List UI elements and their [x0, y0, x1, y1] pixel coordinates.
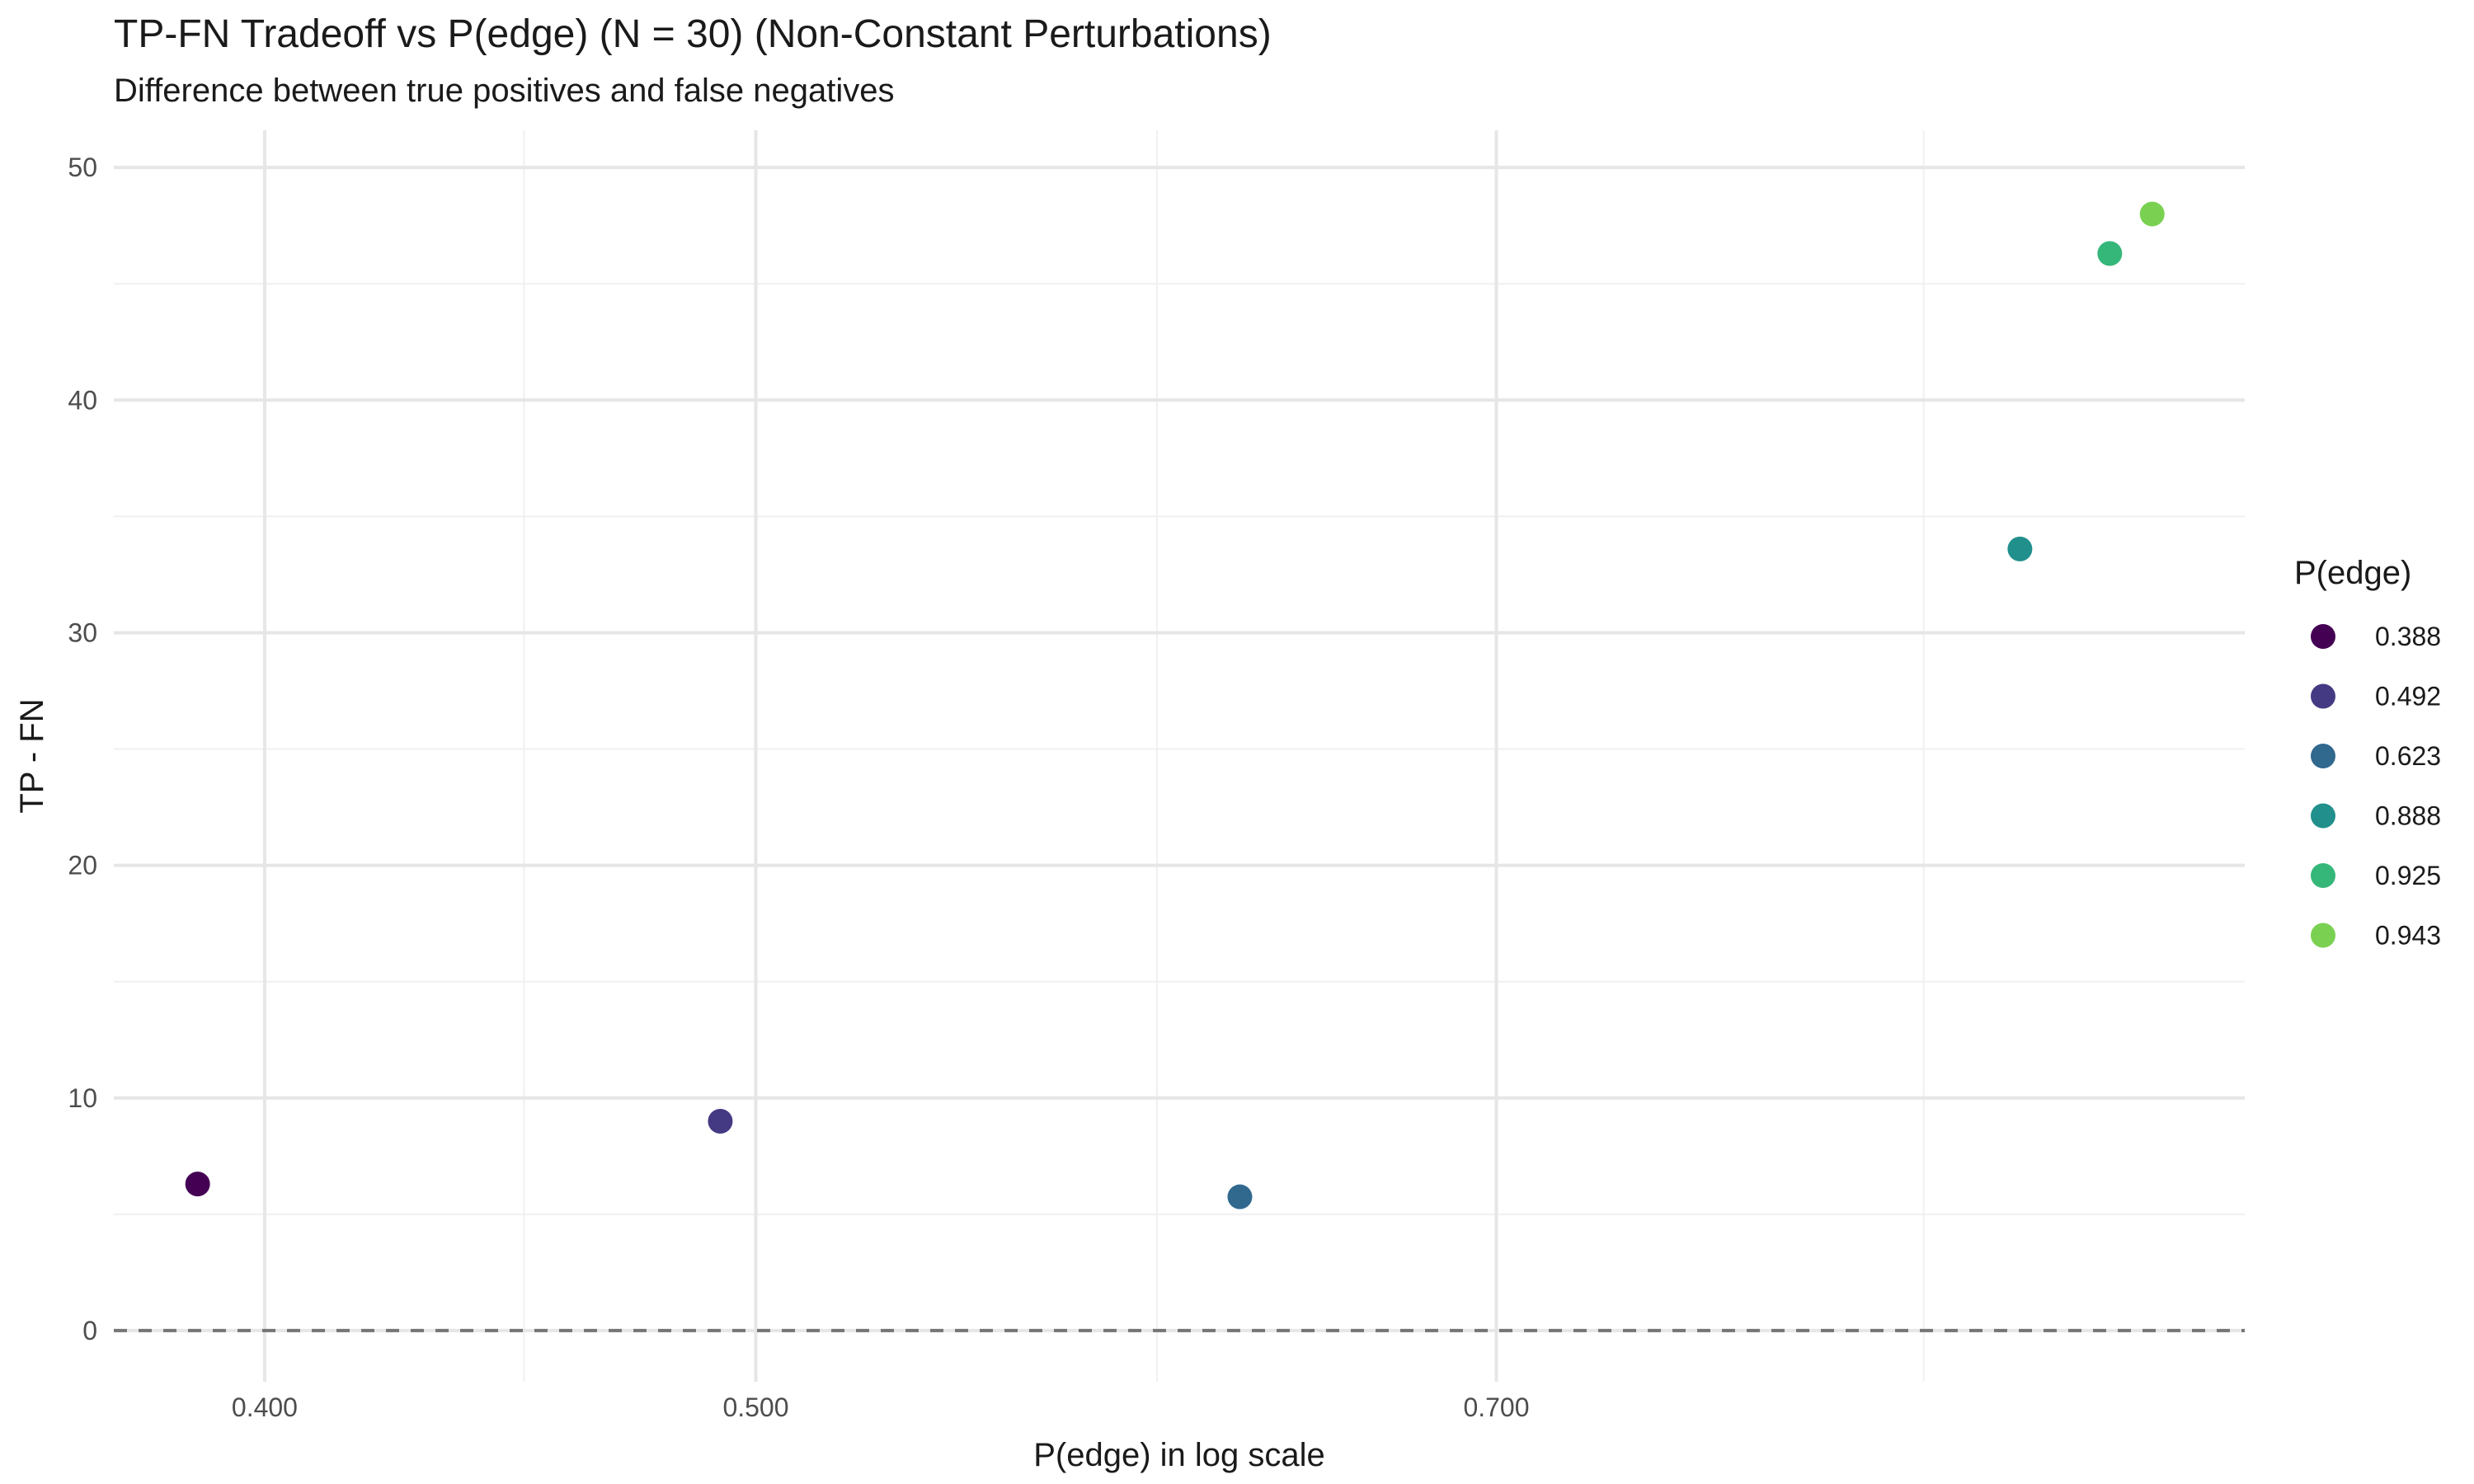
legend-label: 0.943 — [2375, 921, 2441, 951]
data-point — [2007, 536, 2033, 561]
legend-key — [2311, 923, 2335, 948]
y-tick-label: 10 — [68, 1083, 97, 1113]
legend-key — [2311, 744, 2335, 768]
y-tick-label: 30 — [68, 618, 97, 647]
legend-label: 0.492 — [2375, 682, 2441, 711]
legend-label: 0.925 — [2375, 861, 2441, 890]
legend-key — [2311, 863, 2335, 888]
legend-label: 0.388 — [2375, 622, 2441, 651]
y-tick-label: 40 — [68, 385, 97, 415]
data-point — [1227, 1184, 1253, 1209]
x-tick-label: 0.500 — [722, 1392, 788, 1422]
x-axis-label: P(edge) in log scale — [1033, 1437, 1325, 1473]
legend-key — [2311, 803, 2335, 829]
y-tick-label: 50 — [68, 153, 97, 182]
legend-key — [2311, 624, 2335, 649]
y-axis-label: TP - FN — [14, 698, 50, 813]
data-point — [708, 1108, 733, 1134]
legend-label: 0.888 — [2375, 801, 2441, 831]
legend-title: P(edge) — [2294, 555, 2411, 591]
legend-key — [2311, 683, 2335, 709]
x-tick-label: 0.700 — [1463, 1392, 1529, 1422]
y-tick-label: 0 — [82, 1316, 97, 1345]
chart-title: TP-FN Tradeoff vs P(edge) (N = 30) (Non-… — [114, 12, 1272, 56]
y-tick-label: 20 — [68, 851, 97, 881]
data-point — [185, 1172, 210, 1197]
chart-subtitle: Difference between true positives and fa… — [114, 73, 895, 109]
legend-label: 0.623 — [2375, 741, 2441, 771]
data-point — [2097, 241, 2123, 266]
x-tick-label: 0.400 — [232, 1392, 298, 1422]
data-point — [2139, 201, 2165, 227]
